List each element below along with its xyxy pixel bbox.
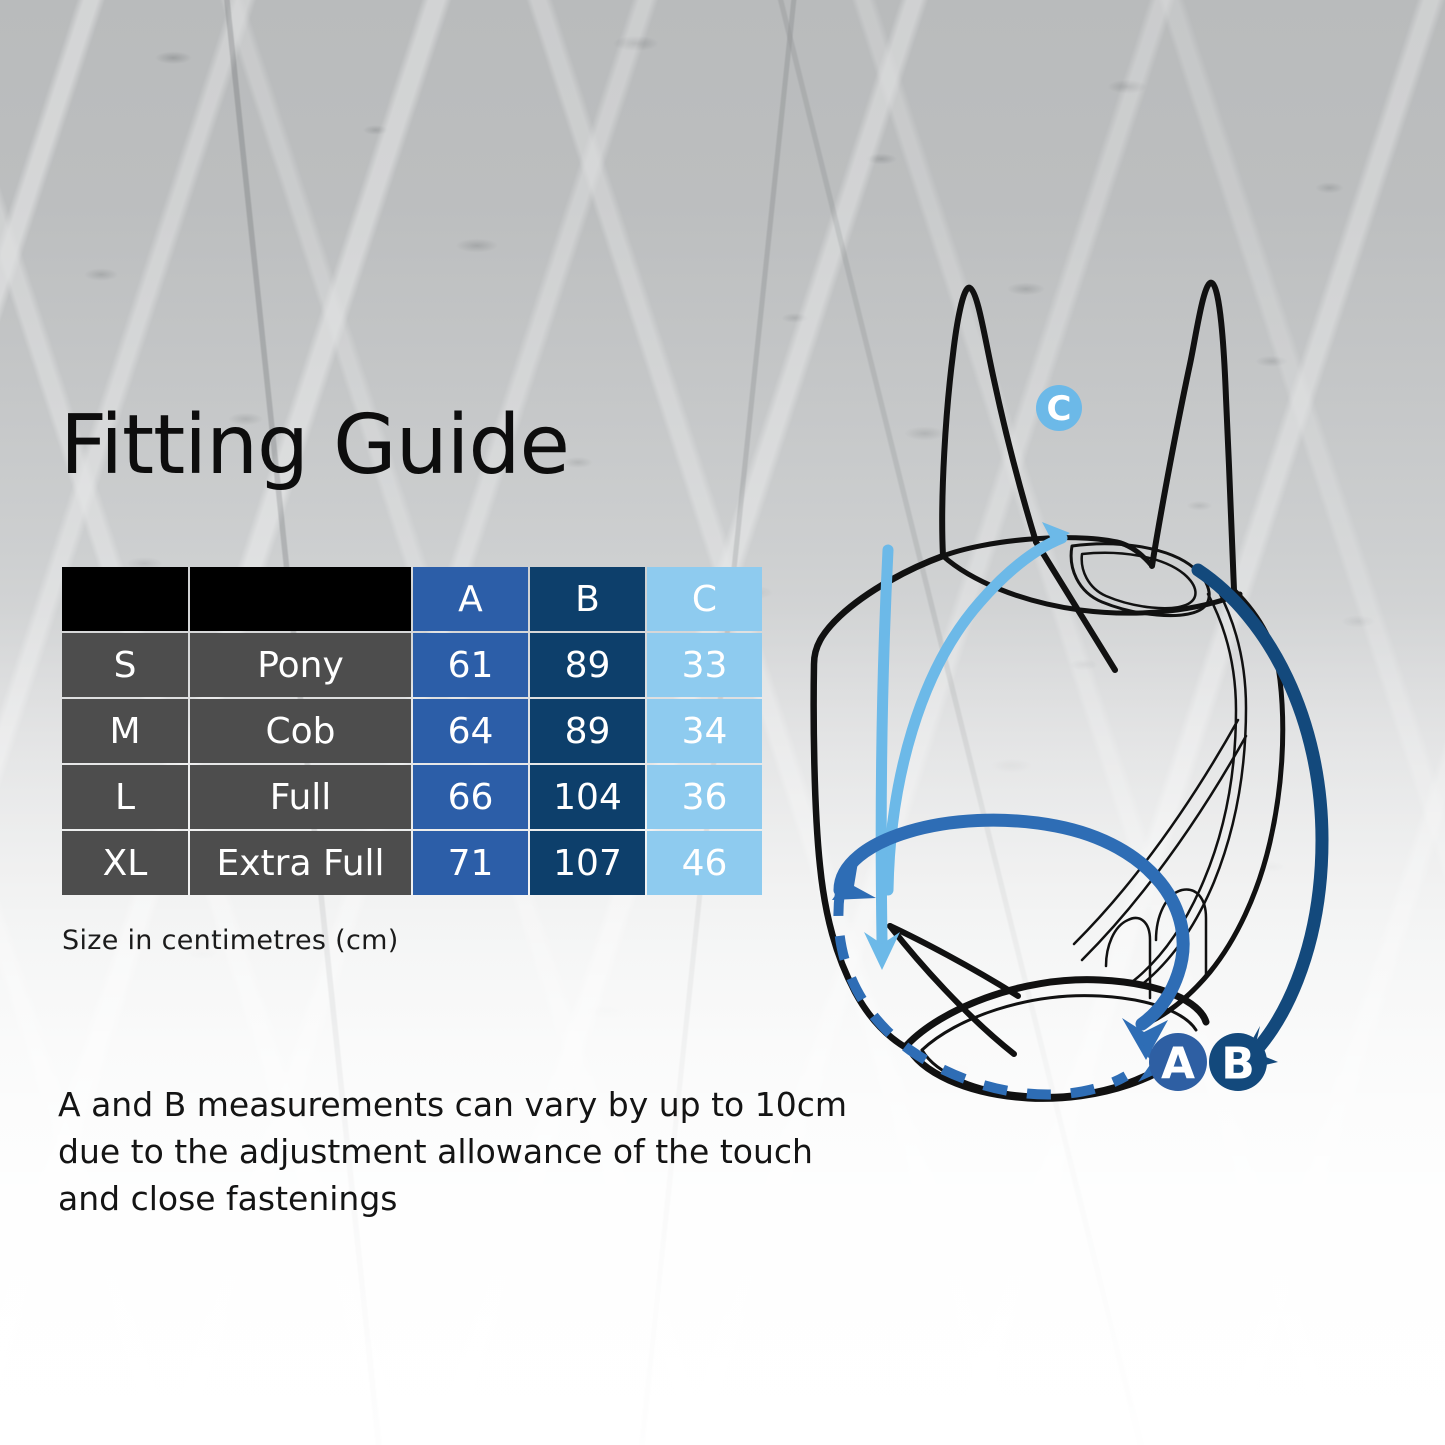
marker-a-label: A	[1161, 1039, 1195, 1090]
size-chart-table: A B C S Pony 61 89 33 M Cob 64 89 34 L F…	[60, 565, 764, 897]
arrow-b-path	[1191, 563, 1329, 1069]
forelock-channel-outer	[1069, 542, 1211, 618]
row-value-c: 34	[647, 699, 762, 763]
marker-c-label: C	[1047, 389, 1072, 429]
page-title: Fitting Guide	[60, 398, 570, 493]
measurement-footnote: A and B measurements can vary by up to 1…	[58, 1085, 848, 1218]
marker-c: C	[1036, 385, 1082, 431]
marker-a-circle	[1149, 1033, 1207, 1091]
right-ear-outline	[1149, 279, 1237, 593]
crown-seam	[940, 535, 1155, 569]
row-value-c: 46	[647, 831, 762, 895]
row-name: Extra Full	[190, 831, 411, 895]
header-blank-size	[62, 567, 188, 631]
table-row: S Pony 61 89 33	[62, 633, 762, 697]
fly-mask-diagram: C A B	[770, 250, 1390, 1130]
fastening-tab-1	[1104, 916, 1152, 1000]
row-name: Pony	[190, 633, 411, 697]
forelock-channel-inner	[1080, 551, 1197, 610]
arrow-c-path	[882, 532, 1068, 896]
arrow-a-ellipse-dashed	[833, 891, 1129, 1100]
row-size: L	[62, 765, 188, 829]
row-size: S	[62, 633, 188, 697]
arrow-a-head-down	[1122, 1018, 1168, 1060]
left-cheek-dart	[887, 923, 1021, 999]
table-header-row: A B C	[62, 567, 762, 631]
nose-opening-inner-rim	[920, 994, 1198, 1052]
row-size: XL	[62, 831, 188, 895]
row-value-b: 104	[530, 765, 645, 829]
header-measure-c: C	[647, 567, 762, 631]
marker-b: B	[1209, 1033, 1267, 1091]
row-value-a: 66	[413, 765, 528, 829]
row-value-c: 36	[647, 765, 762, 829]
table-row: XL Extra Full 71 107 46	[62, 831, 762, 895]
measurement-arrow-c-drop	[864, 544, 900, 970]
row-value-b: 89	[530, 633, 645, 697]
nose-opening-front	[903, 976, 1210, 1049]
side-stitch-inner	[1130, 592, 1238, 984]
mask-face-seam	[1033, 539, 1118, 673]
row-value-b: 107	[530, 831, 645, 895]
row-value-a: 61	[413, 633, 528, 697]
fastening-tab-2	[1154, 888, 1208, 978]
arrow-c-head	[1036, 522, 1070, 554]
marker-c-circle	[1036, 385, 1082, 431]
row-value-a: 71	[413, 831, 528, 895]
header-blank-name	[190, 567, 411, 631]
header-measure-b: B	[530, 567, 645, 631]
marker-a: A	[1149, 1033, 1207, 1091]
row-name: Cob	[190, 699, 411, 763]
arrow-c-drop-head	[864, 932, 900, 970]
arrow-a-tail-head	[832, 862, 876, 900]
marker-b-circle	[1209, 1033, 1267, 1091]
units-note: Size in centimetres (cm)	[62, 925, 399, 956]
row-value-c: 33	[647, 633, 762, 697]
left-cheek-dart-2	[887, 923, 1017, 1057]
header-measure-a: A	[413, 567, 528, 631]
row-value-b: 89	[530, 699, 645, 763]
arrow-a-ellipse	[833, 813, 1190, 1031]
left-ear-outline	[939, 284, 1039, 559]
row-value-a: 64	[413, 699, 528, 763]
arrow-c-drop-path	[875, 544, 894, 946]
row-name: Full	[190, 765, 411, 829]
measurement-arrow-c	[882, 522, 1070, 896]
row-size: M	[62, 699, 188, 763]
table-row: L Full 66 104 36	[62, 765, 762, 829]
mask-outline-group	[810, 279, 1286, 1102]
table-row: M Cob 64 89 34	[62, 699, 762, 763]
marker-b-label: B	[1221, 1039, 1255, 1090]
